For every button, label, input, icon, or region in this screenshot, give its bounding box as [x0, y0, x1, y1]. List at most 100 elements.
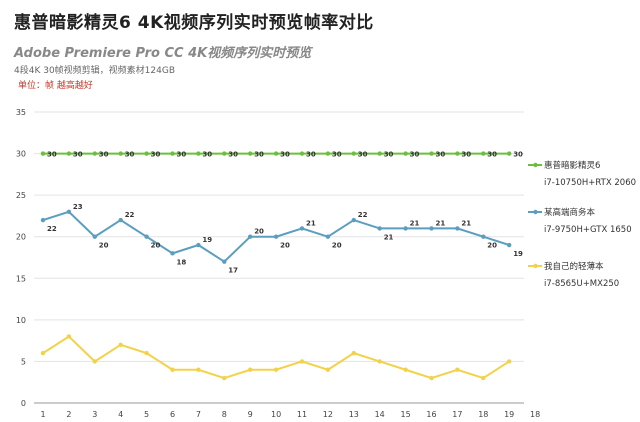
- data-label: 30: [306, 151, 316, 159]
- legend-marker: [533, 209, 538, 215]
- data-point: [481, 234, 486, 239]
- data-point: [455, 151, 460, 156]
- x-tick-label: 7: [196, 410, 201, 419]
- x-tick-label: 18: [530, 410, 540, 419]
- data-label: 19: [202, 236, 212, 244]
- data-label: 30: [513, 151, 523, 159]
- x-tick-label: 15: [401, 410, 411, 419]
- data-label: 20: [332, 242, 342, 250]
- legend-series-name: 某高端商务本: [544, 207, 596, 218]
- data-point: [222, 375, 227, 381]
- data-label: 30: [228, 151, 238, 159]
- legend-series-spec: i7-8565U+MX250: [544, 279, 619, 289]
- data-label: 30: [125, 151, 135, 159]
- data-label: 21: [436, 219, 446, 227]
- data-point: [222, 259, 227, 264]
- data-label: 30: [487, 151, 497, 159]
- data-label: 30: [358, 151, 368, 159]
- data-point: [273, 234, 279, 239]
- data-label: 22: [47, 225, 57, 233]
- data-point: [325, 367, 331, 372]
- chart-description: 4段4K 30帧视频剪辑，视频素材124GB: [14, 66, 175, 76]
- data-point: [248, 234, 253, 239]
- x-tick-label: 4: [118, 410, 123, 419]
- data-label: 20: [487, 242, 497, 250]
- data-point: [144, 350, 149, 356]
- data-point: [66, 334, 72, 339]
- data-point: [299, 226, 305, 231]
- data-point: [377, 151, 382, 156]
- data-point: [481, 375, 486, 381]
- data-point: [481, 151, 486, 156]
- legend-series-name: 我自己的轻薄本: [544, 261, 604, 272]
- data-point: [40, 350, 46, 356]
- x-tick-label: 13: [349, 410, 359, 419]
- data-label: 30: [332, 151, 342, 159]
- data-label: 21: [306, 219, 316, 227]
- data-label: 19: [513, 250, 523, 258]
- data-point: [351, 350, 356, 356]
- x-tick-label: 6: [170, 410, 175, 419]
- y-tick-label: 10: [16, 316, 26, 325]
- data-point: [248, 367, 253, 372]
- y-tick-label: 30: [16, 150, 26, 159]
- data-point: [455, 367, 460, 372]
- data-point: [429, 151, 434, 156]
- data-point: [403, 367, 408, 372]
- data-point: [40, 217, 46, 223]
- data-point: [403, 151, 408, 156]
- data-point: [222, 151, 227, 156]
- data-point: [455, 226, 460, 231]
- x-tick-label: 19: [504, 410, 514, 419]
- y-tick-label: 25: [16, 191, 26, 200]
- unit-note: 单位：帧 越高越好: [18, 81, 93, 91]
- y-tick-label: 5: [21, 357, 26, 366]
- data-point: [377, 226, 382, 231]
- data-point: [403, 226, 408, 231]
- data-point: [351, 151, 356, 156]
- data-point: [92, 151, 98, 156]
- data-point: [507, 359, 512, 364]
- data-point: [429, 375, 434, 381]
- legend-marker: [533, 263, 538, 269]
- data-point: [299, 359, 305, 364]
- data-point: [66, 209, 72, 214]
- data-point: [507, 151, 512, 156]
- y-tick-label: 15: [16, 274, 26, 283]
- data-label: 23: [73, 203, 83, 211]
- x-tick-label: 11: [297, 410, 307, 419]
- x-tick-label: 14: [375, 410, 385, 419]
- data-label: 30: [99, 151, 109, 159]
- data-point: [118, 151, 123, 156]
- data-label: 30: [177, 151, 187, 159]
- data-label: 20: [280, 242, 290, 250]
- data-point: [92, 234, 98, 239]
- y-tick-label: 20: [16, 233, 26, 242]
- y-tick-label: 0: [21, 399, 26, 408]
- data-label: 22: [358, 211, 368, 219]
- data-label: 30: [151, 151, 161, 159]
- x-tick-label: 5: [144, 410, 149, 419]
- x-tick-label: 17: [452, 410, 462, 419]
- legend-series-name: 惠普暗影精灵6: [544, 160, 600, 171]
- x-tick-label: 12: [323, 410, 333, 419]
- data-point: [144, 234, 149, 239]
- data-label: 30: [254, 151, 264, 159]
- data-point: [507, 242, 512, 248]
- data-label: 21: [461, 219, 471, 227]
- legend-series-spec: i7-10750H+RTX 2060: [544, 178, 636, 188]
- chart-title: 惠普暗影精灵6 4K视频序列实时预览帧率对比: [14, 13, 374, 33]
- data-point: [377, 359, 382, 364]
- data-point: [118, 217, 123, 223]
- data-label: 30: [280, 151, 290, 159]
- data-label: 30: [410, 151, 420, 159]
- data-point: [196, 151, 201, 156]
- data-label: 17: [228, 267, 238, 275]
- data-label: 21: [410, 219, 420, 227]
- data-point: [170, 251, 175, 256]
- x-tick-label: 10: [271, 410, 281, 419]
- data-point: [92, 359, 98, 364]
- data-point: [144, 151, 149, 156]
- data-label: 20: [254, 228, 264, 236]
